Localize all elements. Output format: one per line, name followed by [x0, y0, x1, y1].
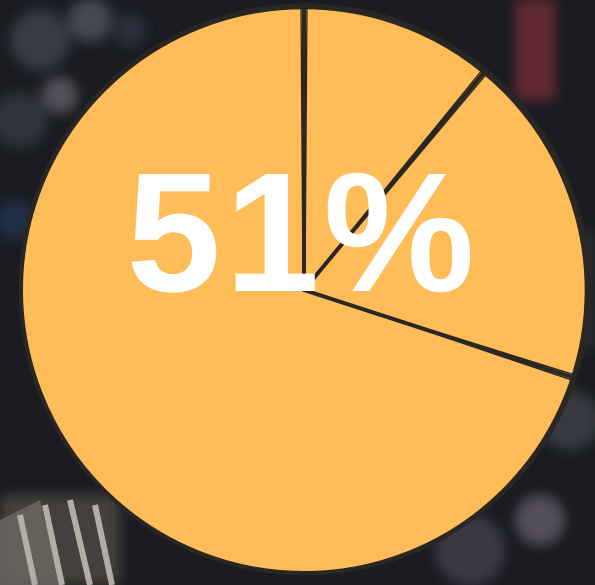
- slice-divider-3: [302, 289, 575, 376]
- slice-divider-2: [302, 69, 483, 291]
- slice-divider-1: [300, 6, 304, 291]
- pie-outline: [18, 3, 592, 576]
- headline-percentage: 51%: [126, 138, 479, 328]
- striped-garment: [0, 499, 115, 585]
- slice-divider-1: [304, 6, 308, 291]
- pie-slice-1: [304, 7, 485, 290]
- pie-slice-2: [304, 71, 587, 378]
- slice-divider-2: [302, 69, 487, 292]
- slice-divider-2: [304, 73, 488, 291]
- pie-slice-3: [20, 7, 574, 573]
